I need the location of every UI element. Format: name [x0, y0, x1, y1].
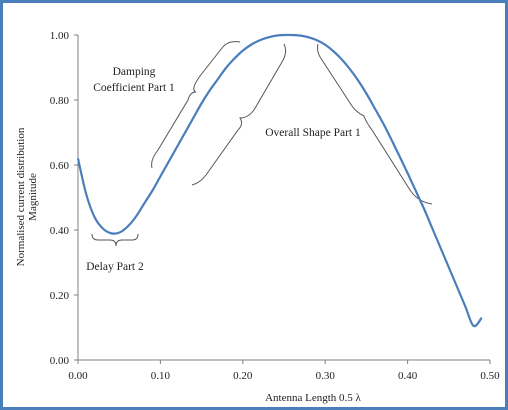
damping-brace: [151, 41, 241, 169]
annotation-damping-line1: Damping: [113, 66, 156, 78]
annotation-overall-shape: Overall Shape Part 1: [265, 127, 361, 139]
x-tick-label: 0.10: [151, 370, 171, 382]
y-tick-label: 0.20: [50, 290, 70, 302]
x-tick-label: 0.50: [480, 370, 500, 382]
annotation-delay: Delay Part 2: [86, 261, 144, 273]
y-tick-label: 0.40: [50, 225, 70, 237]
overall-shape-brace-right: [317, 43, 433, 205]
overall-shape-brace-left: [191, 43, 287, 186]
y-tick-label: 0.80: [50, 95, 70, 107]
x-tick-label: 0.30: [316, 370, 336, 382]
annotation-damping-line2: Coefficient Part 1: [93, 82, 175, 94]
y-tick-label: 1.00: [50, 30, 70, 42]
y-axis-title-line2: Magnitude: [27, 173, 39, 221]
y-tick-label: 0.00: [50, 355, 70, 367]
y-axis-title-line1: Normalised current distribution: [15, 127, 27, 266]
x-tick-label: 0.20: [233, 370, 253, 382]
x-tick-label: 0.00: [68, 370, 88, 382]
y-tick-label: 0.60: [50, 160, 70, 172]
series-line: [76, 33, 483, 328]
x-axis-title: Antenna Length 0.5 λ: [265, 392, 361, 404]
x-ticks: 0.00 0.10 0.20 0.30 0.40 0.50: [68, 360, 500, 382]
delay-brace: [91, 233, 139, 247]
x-tick-label: 0.40: [398, 370, 418, 382]
y-ticks: 0.00 0.20 0.40 0.60 0.80 1.00: [50, 30, 78, 367]
